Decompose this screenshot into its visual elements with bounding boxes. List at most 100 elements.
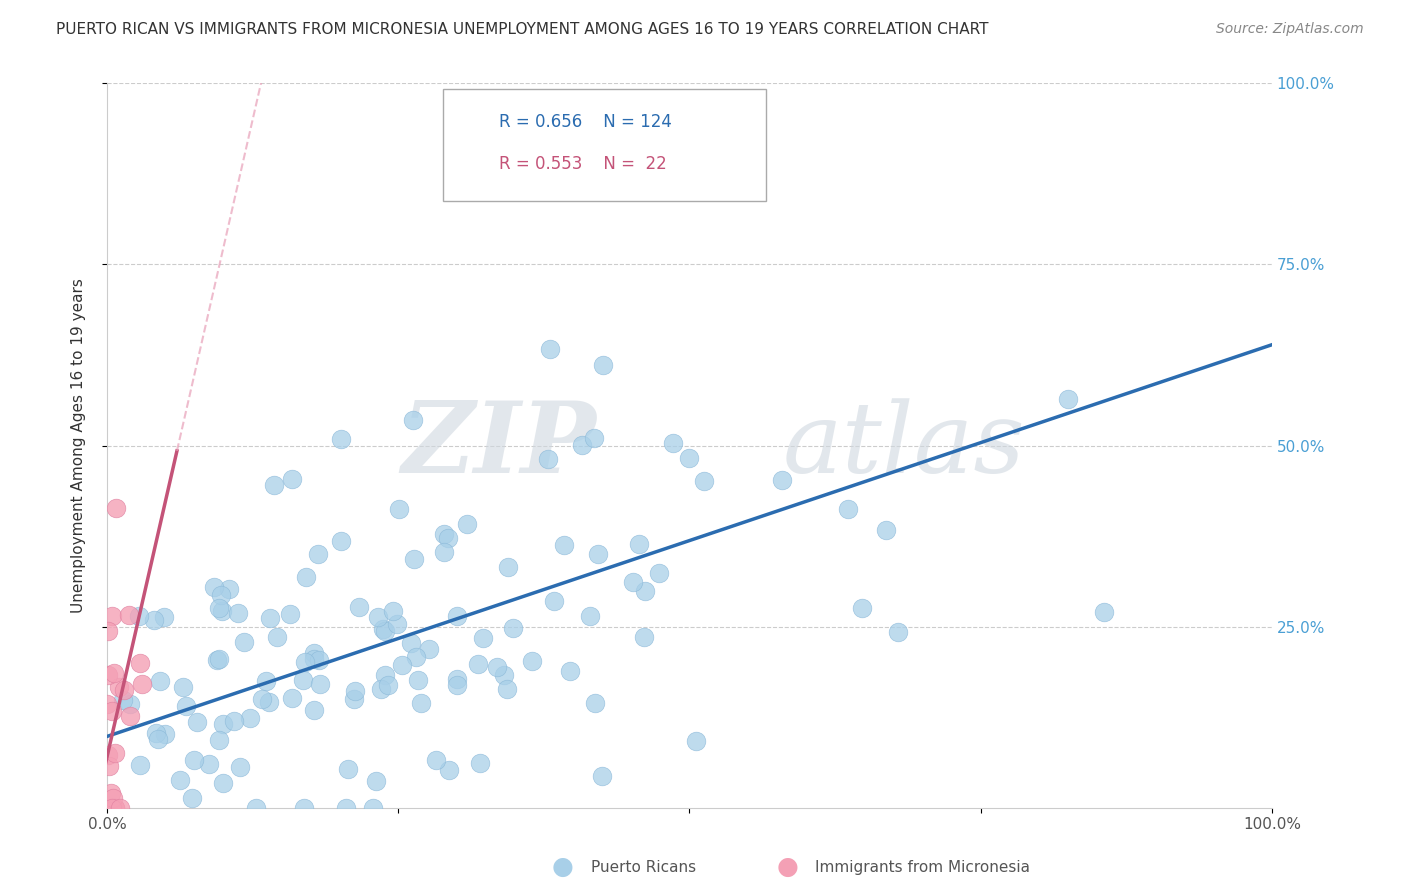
Point [254, 674, 277, 689]
Point [97, 624, 120, 638]
Point [344, 683, 367, 698]
Point [128, 656, 150, 670]
Point [292, 800, 315, 814]
Point [837, 502, 859, 516]
Point [302, 646, 325, 660]
Point [662, 435, 685, 450]
Text: Source: ZipAtlas.com: Source: ZipAtlas.com [1216, 22, 1364, 37]
Point [118, 608, 141, 623]
Point [142, 613, 165, 627]
Point [387, 616, 409, 631]
Text: R = 0.656    N = 124: R = 0.656 N = 124 [499, 113, 672, 131]
Point [263, 478, 285, 492]
Point [388, 501, 411, 516]
Point [96, 668, 118, 682]
Y-axis label: Unemployment Among Ages 16 to 19 years: Unemployment Among Ages 16 to 19 years [72, 278, 86, 613]
Point [402, 552, 425, 566]
Point [418, 642, 440, 657]
Point [186, 714, 208, 729]
Point [851, 601, 873, 615]
Point [406, 673, 429, 687]
Point [169, 772, 191, 787]
Point [112, 683, 135, 698]
Point [875, 523, 897, 537]
Point [582, 432, 605, 446]
Point [104, 746, 127, 760]
Point [97, 747, 120, 762]
Point [377, 678, 399, 692]
Point [456, 516, 478, 531]
Point [373, 624, 395, 639]
Point [560, 664, 582, 678]
Point [101, 791, 124, 805]
Point [145, 726, 167, 740]
Point [329, 432, 352, 446]
Point [129, 758, 152, 772]
Point [634, 584, 657, 599]
Text: atlas: atlas [783, 398, 1025, 493]
Point [433, 527, 456, 541]
Point [433, 545, 456, 559]
Point [153, 726, 176, 740]
Point [391, 658, 413, 673]
Point [492, 667, 515, 681]
Point [104, 800, 127, 814]
Point [198, 757, 221, 772]
Point [101, 704, 124, 718]
Point [202, 580, 225, 594]
Point [543, 594, 565, 608]
Point [692, 475, 714, 489]
Point [103, 666, 125, 681]
Point [405, 650, 427, 665]
Point [633, 630, 655, 644]
Point [100, 787, 122, 801]
Point [120, 698, 142, 712]
Point [100, 609, 122, 624]
Text: ●: ● [551, 855, 574, 879]
Point [209, 589, 232, 603]
Point [409, 696, 432, 710]
Point [538, 342, 561, 356]
Point [218, 582, 240, 597]
Point [302, 652, 325, 666]
Point [259, 695, 281, 709]
Point [295, 570, 318, 584]
Point [361, 800, 384, 814]
Point [591, 768, 613, 782]
Point [108, 800, 131, 814]
Point [239, 710, 262, 724]
Point [571, 438, 593, 452]
Text: Immigrants from Micronesia: Immigrants from Micronesia [815, 860, 1031, 874]
Point [887, 625, 910, 640]
Point [685, 734, 707, 748]
Point [308, 653, 330, 667]
Point [381, 604, 404, 618]
Text: PUERTO RICAN VS IMMIGRANTS FROM MICRONESIA UNEMPLOYMENT AMONG AGES 16 TO 19 YEAR: PUERTO RICAN VS IMMIGRANTS FROM MICRONES… [56, 22, 988, 37]
Point [588, 547, 610, 561]
Point [308, 677, 330, 691]
Point [628, 537, 651, 551]
Point [373, 622, 395, 636]
Point [208, 652, 231, 666]
Point [291, 673, 314, 687]
Point [233, 634, 256, 648]
Point [259, 610, 281, 624]
Point [496, 559, 519, 574]
Point [366, 773, 388, 788]
Point [520, 655, 543, 669]
Point [208, 600, 231, 615]
Point [245, 800, 267, 814]
Point [374, 668, 396, 682]
Point [105, 501, 128, 516]
Point [579, 608, 602, 623]
Text: R = 0.553    N =  22: R = 0.553 N = 22 [499, 155, 666, 173]
Point [329, 533, 352, 548]
Point [1092, 605, 1115, 619]
Point [149, 674, 172, 689]
Point [226, 606, 249, 620]
Point [278, 607, 301, 621]
Point [585, 697, 607, 711]
Point [468, 756, 491, 770]
Point [496, 681, 519, 696]
Point [537, 451, 560, 466]
